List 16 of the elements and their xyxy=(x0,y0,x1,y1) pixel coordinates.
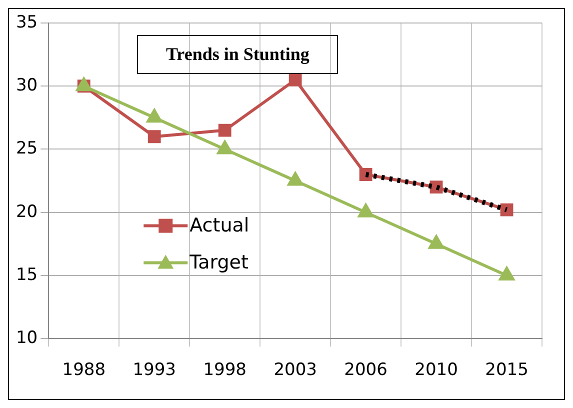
x-tick-label: 2003 xyxy=(274,360,317,380)
text: Trends in Stunting xyxy=(137,35,338,74)
y-tick-label: 20 xyxy=(16,202,38,222)
x-tick-label: 2015 xyxy=(485,360,528,380)
legend-label: Actual xyxy=(190,214,250,237)
legend-label: Target xyxy=(188,252,248,274)
x-tick-label: 1988 xyxy=(62,360,106,380)
y-tick-label: 15 xyxy=(16,264,38,285)
x-tick-label: 1998 xyxy=(203,360,246,380)
x-tick-label: 2006 xyxy=(344,360,388,380)
x-tick-label: 1993 xyxy=(132,360,176,380)
x-tick-label: 2010 xyxy=(414,360,458,380)
y-tick-label: 25 xyxy=(16,138,38,159)
y-tick-label: 35 xyxy=(16,12,38,32)
y-tick-label: 30 xyxy=(16,76,38,96)
y-tick-label: 10 xyxy=(16,328,38,348)
